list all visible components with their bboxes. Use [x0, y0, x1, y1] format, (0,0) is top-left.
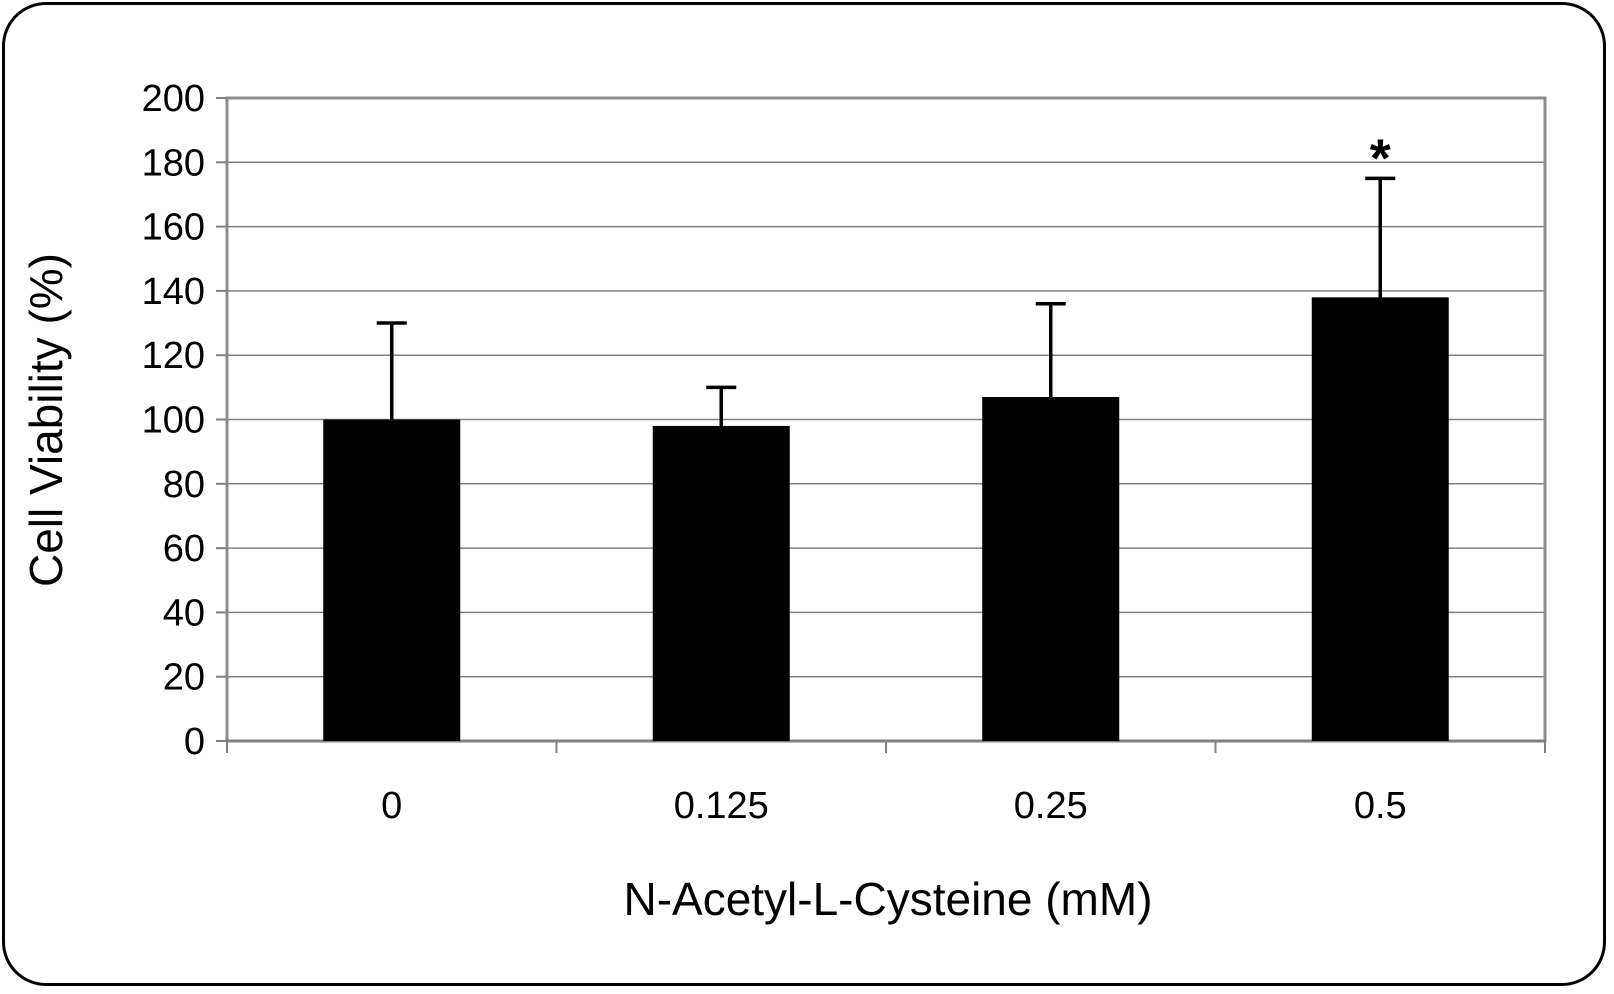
- bars: [323, 297, 1449, 741]
- x-tick-label: 0.5: [1354, 785, 1407, 827]
- y-tick-label: 60: [163, 528, 205, 570]
- y-axis-ticks: 0 20 40 60 80 100 120 140 160 180 200: [142, 78, 227, 763]
- y-tick-label: 40: [163, 592, 205, 634]
- bar: [323, 419, 461, 741]
- x-tick-label: 0: [381, 785, 402, 827]
- y-tick-label: 200: [142, 78, 205, 120]
- error-bars: [376, 176, 1396, 426]
- significance-marker: *: [1370, 128, 1391, 188]
- annotations: *: [1370, 128, 1391, 188]
- y-tick-label: 0: [184, 721, 205, 763]
- x-axis-title: N-Acetyl-L-Cysteine (mM): [623, 873, 1152, 925]
- y-tick-label: 180: [142, 142, 205, 184]
- y-tick-label: 140: [142, 271, 205, 313]
- bar: [1311, 297, 1449, 741]
- y-tick-label: 20: [163, 657, 205, 699]
- x-tick-label: 0.25: [1014, 785, 1088, 827]
- axis-titles: N-Acetyl-L-Cysteine (mM) Cell Viability …: [20, 253, 1153, 925]
- y-tick-label: 80: [163, 464, 205, 506]
- y-tick-label: 160: [142, 207, 205, 249]
- x-tick-label: 0.125: [674, 785, 769, 827]
- y-tick-label: 120: [142, 335, 205, 377]
- bar: [982, 396, 1120, 741]
- y-tick-label: 100: [142, 400, 205, 442]
- bar: [652, 425, 790, 741]
- x-axis-ticks: 0 0.125 0.25 0.5: [226, 739, 1546, 827]
- y-axis-title: Cell Viability (%): [20, 253, 72, 587]
